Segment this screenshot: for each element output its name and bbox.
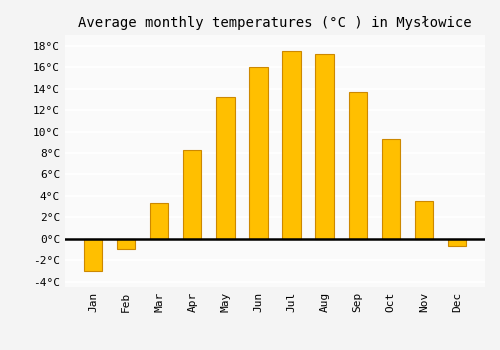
Bar xyxy=(382,139,400,239)
Bar xyxy=(84,239,102,271)
Bar xyxy=(282,51,300,239)
Bar xyxy=(150,203,169,239)
Bar xyxy=(448,239,466,246)
Bar xyxy=(414,201,433,239)
Bar xyxy=(216,97,234,239)
Bar xyxy=(184,150,202,239)
Bar xyxy=(250,67,268,239)
Bar xyxy=(348,92,366,239)
Title: Average monthly temperatures (°C ) in Mysłowice: Average monthly temperatures (°C ) in My… xyxy=(78,16,472,30)
Bar xyxy=(117,239,136,250)
Bar xyxy=(316,54,334,239)
